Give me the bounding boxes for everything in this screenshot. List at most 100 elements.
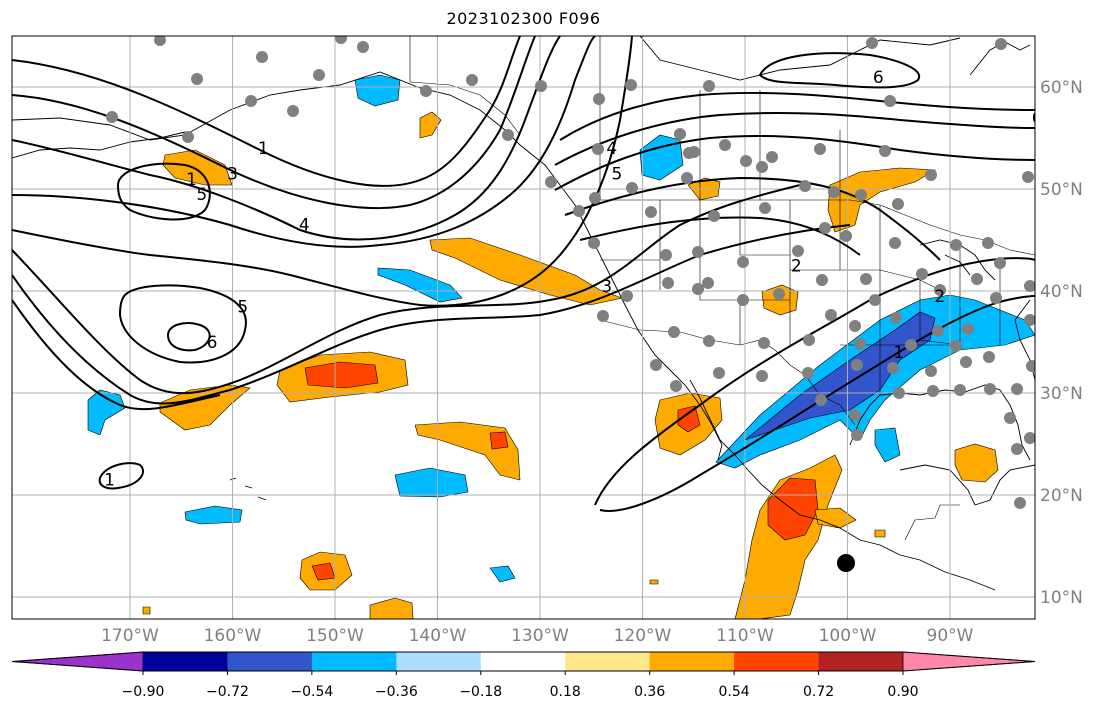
border-alaska [409,36,521,136]
contour-pacific-3 [12,184,801,395]
contour-pacific-5 [12,36,596,248]
contour-east-ridge4 [564,176,941,261]
contour-1-north [12,36,521,187]
contour-label: 5 [611,165,622,185]
coast-canada-north [639,36,961,81]
border-mexico-guat [904,504,960,541]
map-title: 2023102300 F096 [446,9,601,28]
colorbar-segment [227,652,313,671]
station-points [106,36,1035,509]
blue-field-pac2 [394,467,469,498]
colorbar-tick-label: −0.36 [375,684,418,700]
blue-field-tx [874,427,901,463]
contour-label: 4 [299,216,310,236]
contour-pacific-4 [12,36,633,307]
orange-field-gulf [162,149,233,186]
contour-east-ridge2 [554,111,1035,166]
contour-label: 1 [893,343,904,363]
blue-field-gulf [354,74,401,107]
lon-tick-label: 150°W [306,626,364,646]
contour-hawaii-1 [98,462,145,490]
lon-tick-label: 90°W [927,626,974,646]
contour-label: 2 [934,287,945,307]
colorbar-tick-label: −0.18 [459,684,502,700]
colorbar-tick-label: −0.72 [206,684,249,700]
contour-label: 5 [237,297,248,317]
red-field-baja [677,405,701,433]
colorbar-extend-high [902,651,1036,672]
contour-east-6 [758,52,921,89]
lon-tick-label: 110°W [716,626,774,646]
colorbar-segment [565,652,651,671]
map-background [12,36,1035,619]
orange-field-pac6 [369,597,414,619]
red-field-pac4 [489,431,509,450]
contour-label: 6 [207,333,218,353]
shaded-fields [87,74,1035,619]
contour-pac-high-5 [118,284,247,364]
contour-label: 3 [601,277,612,297]
red-field-hi2 [304,361,379,389]
contour-label: 1 [258,139,269,159]
contour-label: 1 [104,471,115,491]
orange-field-tiny [649,579,659,585]
border-states-2 [599,259,960,395]
contour-east-1 [599,295,1035,512]
blue-field-pac1 [377,267,463,303]
orange-band-pac [429,237,624,306]
colorbar-tick-label: 0.36 [634,684,665,700]
colorbar-tick-label: 0.18 [550,684,581,700]
lon-tick-labels: 170°W 160°W 150°W 140°W 130°W 120°W 110°W 100°W… [101,626,974,646]
dark-blue-field [744,311,936,441]
blue-field-hi [87,389,126,436]
contour-east-ridge1 [559,91,1035,141]
coast-aleutians [12,131,186,159]
political-borders [409,36,1035,541]
colorbar-segment [734,652,820,671]
lon-tick-label: 170°W [101,626,159,646]
lat-tick-label: 10°N [1040,588,1083,608]
coast-baja [669,369,996,591]
lon-tick-label: 100°W [819,626,877,646]
colorbar-tick-label: 0.72 [803,684,834,700]
lat-tick-label: 30°N [1040,384,1083,404]
lat-tick-labels: 60°N 50°N 40°N 30°N 20°N 10°N [1040,78,1083,608]
lon-tick-label: 130°W [511,626,569,646]
colorbar-tick-label: 0.54 [719,684,750,700]
lon-tick-label: 160°W [204,626,262,646]
blue-field-pac3 [184,505,243,525]
colorbar-segment [480,652,566,671]
lon-tick-label: 120°W [614,626,672,646]
colorbar-extend-low [11,651,144,672]
lat-tick-label: 50°N [1040,180,1083,200]
contour-pacific-1 [12,299,221,411]
orange-field-tiny2 [142,606,151,615]
colorbar-segment [311,652,397,671]
orange-field-gulf-east [954,443,999,483]
colorbar: −0.90 −0.72 −0.54 −0.36 −0.18 0.18 0.36 0.54 0.7… [11,651,1036,700]
orange-field-nd [827,167,936,233]
lon-tick-label: 140°W [409,626,467,646]
contour-label: 4 [606,139,617,159]
contour-label: 2 [791,257,802,277]
orange-field-tiny3 [874,529,886,538]
contour-label: 6 [873,68,884,88]
lat-tick-label: 40°N [1040,282,1083,302]
map-frame [11,35,1036,620]
blue-field-small [489,565,516,583]
contour-pac-high-6 [166,322,211,352]
lat-tick-label: 20°N [1040,486,1083,506]
coast-yucatan [899,464,1035,506]
border-canada-prov [599,36,841,200]
colorbar-segment [396,652,482,671]
gridlines [12,36,1035,619]
colorbar-segment [818,652,904,671]
colorbar-tick-label: 0.90 [887,684,918,700]
colorbar-segment [649,652,735,671]
colorbar-tick-label: −0.54 [290,684,333,700]
contour-gulf-loop [12,36,561,241]
contour-east-ridge3 [554,134,1035,191]
contour-east-ridge5 [579,216,861,256]
